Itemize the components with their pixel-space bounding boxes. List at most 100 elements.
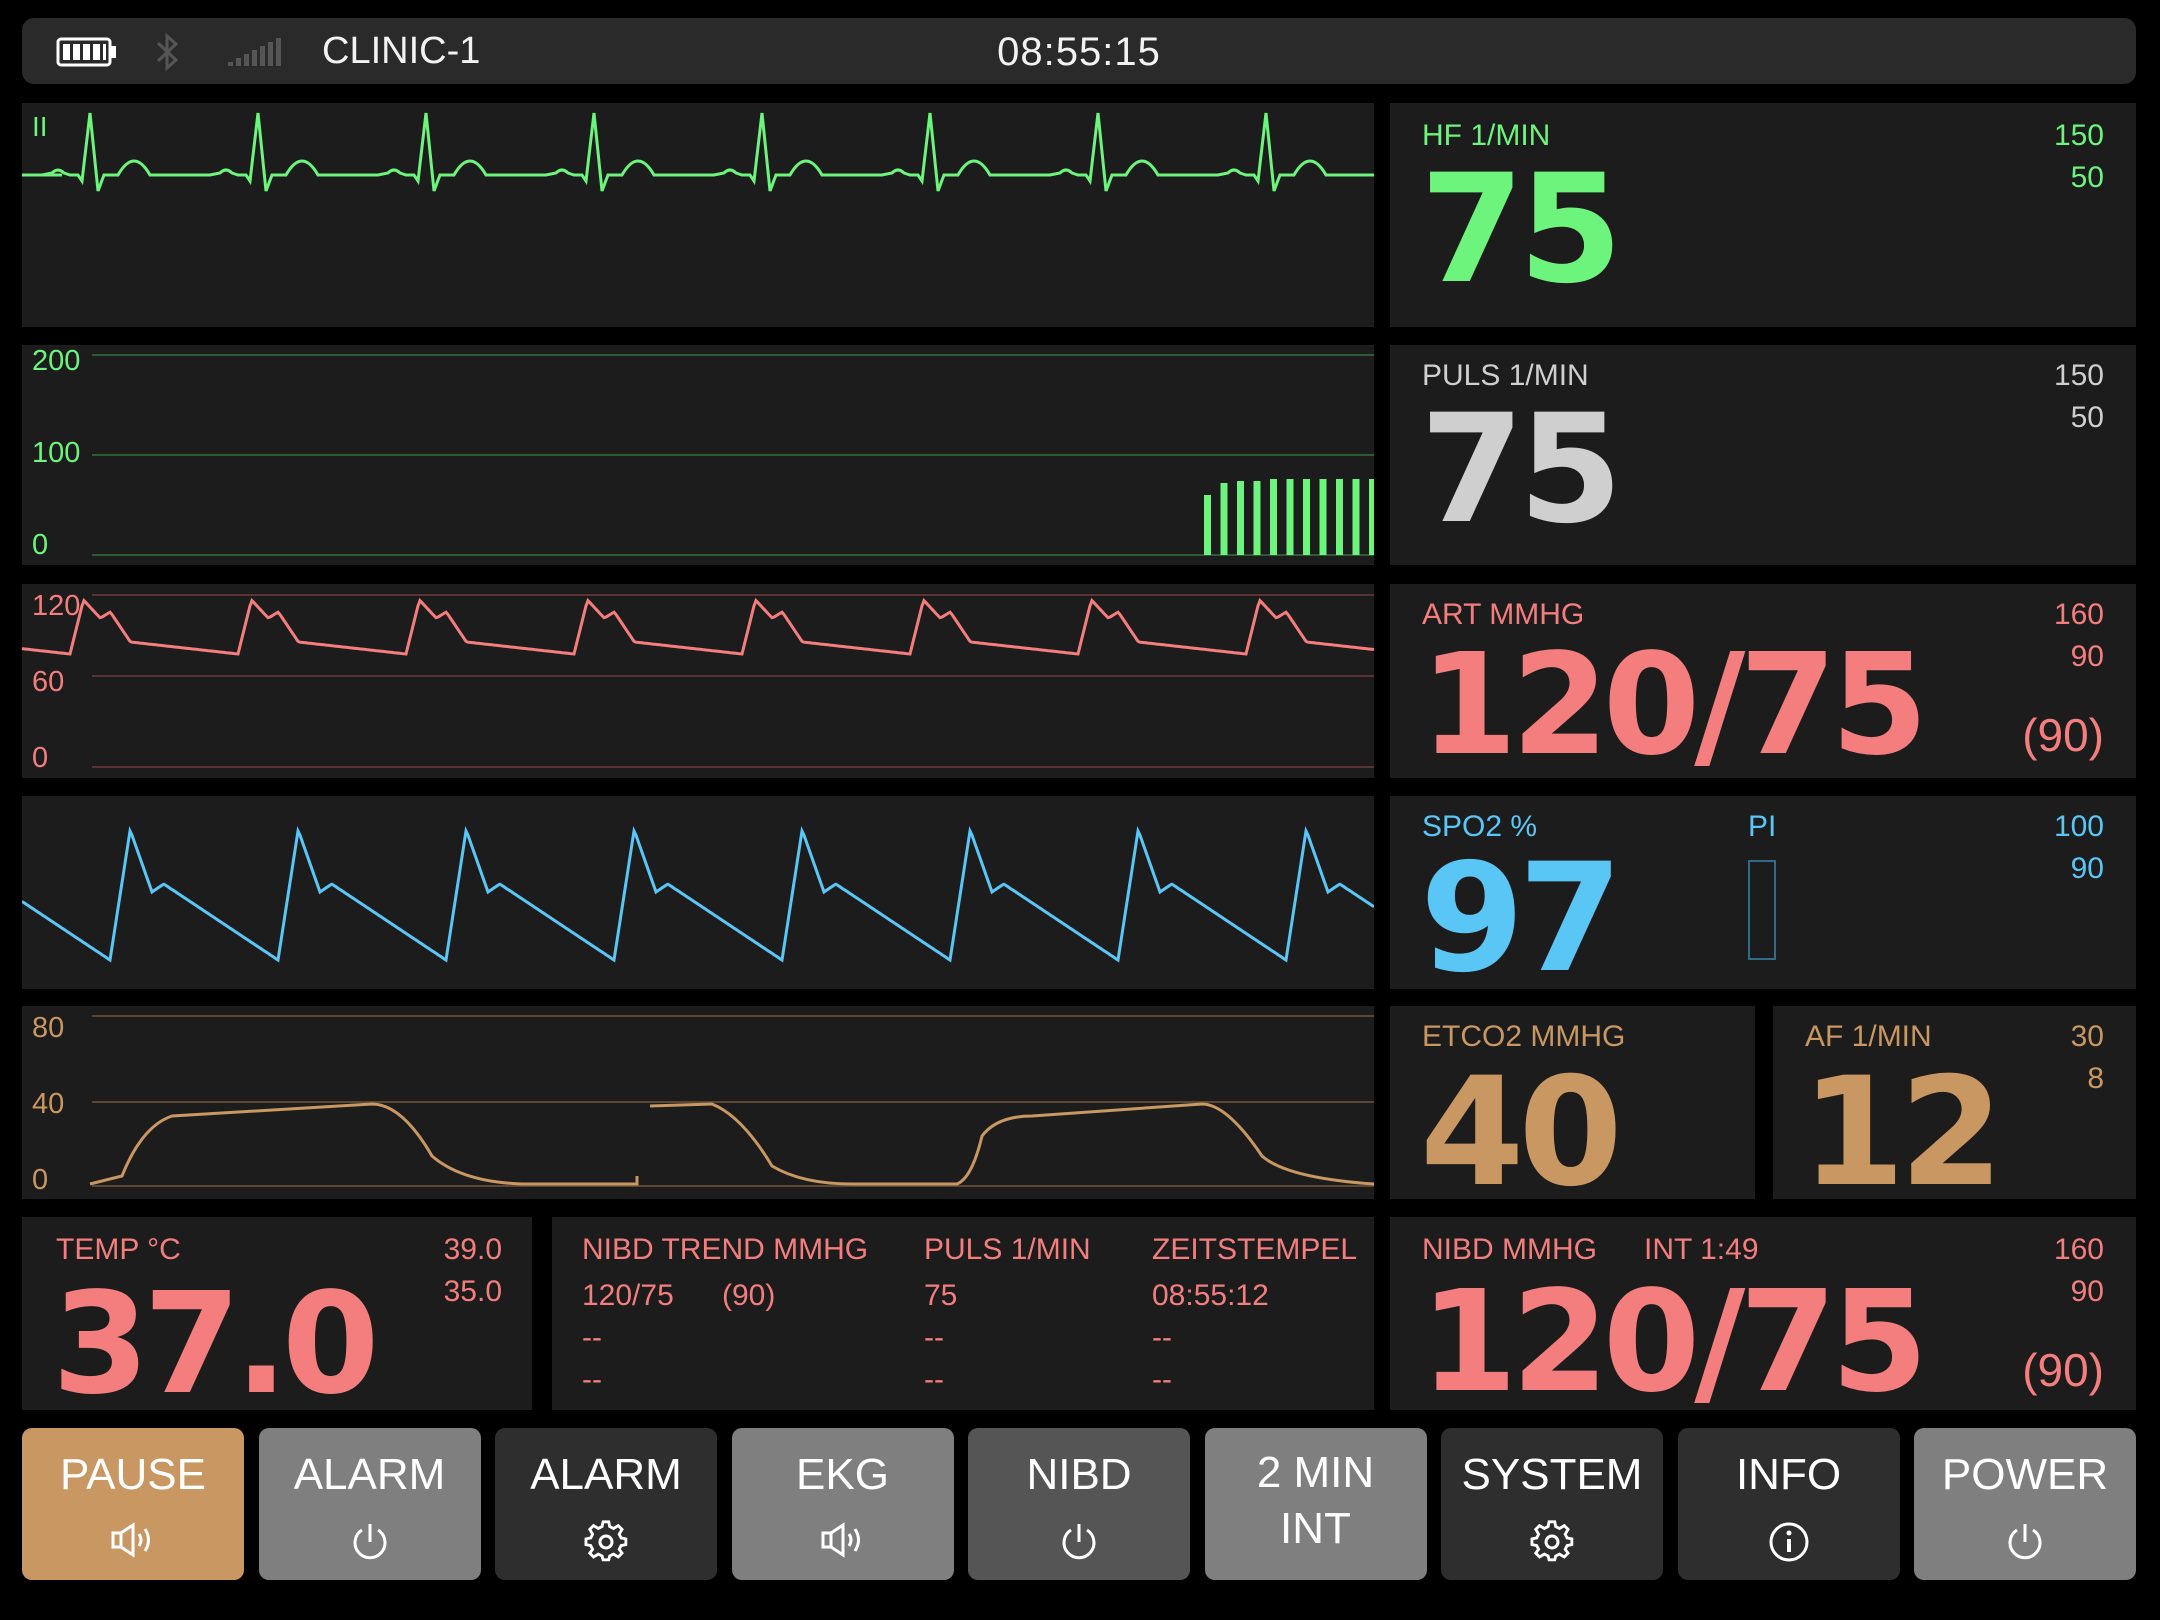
bluetooth-icon bbox=[156, 32, 179, 72]
speaker-icon bbox=[22, 1520, 244, 1564]
spo2-label: SPO2 % bbox=[1422, 810, 1538, 843]
trend-row-bp: 120/75 bbox=[582, 1279, 674, 1312]
pi-label: PI bbox=[1748, 810, 1777, 843]
nibd-trend-puls-header: PULS 1/MIN bbox=[924, 1233, 1091, 1266]
pleth-bar bbox=[1220, 483, 1228, 555]
art-value: 120/75 bbox=[1420, 624, 1928, 787]
nibd-trend-time-header: ZEITSTEMPEL bbox=[1152, 1233, 1358, 1266]
power-icon bbox=[968, 1520, 1190, 1564]
hf-parameter-panel[interactable]: HF 1/MIN 150 50 75 bbox=[1390, 103, 2136, 327]
pleth-bar bbox=[1369, 479, 1374, 555]
trend-row-time: -- bbox=[1152, 1363, 1172, 1396]
af-parameter-panel[interactable]: AF 1/MIN 30 8 12 bbox=[1773, 1006, 2136, 1208]
power-icon bbox=[1914, 1520, 2136, 1564]
art-mean: (90) bbox=[2022, 709, 2104, 761]
af-limit-high: 30 bbox=[2070, 1020, 2104, 1053]
puls-value: 75 bbox=[1420, 383, 1623, 557]
puls-label: PULS 1/MIN bbox=[1422, 359, 1589, 392]
spo2-limit-high: 100 bbox=[2053, 810, 2104, 843]
info-info-button[interactable]: INFO bbox=[1677, 1428, 1900, 1580]
scale-label: 0 bbox=[32, 742, 49, 774]
nibd-trend-panel[interactable]: NIBD TREND MMHG PULS 1/MIN ZEITSTEMPEL 1… bbox=[552, 1217, 1374, 1410]
pleth-bar-graph bbox=[92, 354, 1374, 556]
temp-limit-low: 35.0 bbox=[443, 1275, 502, 1308]
button-label: ALARM bbox=[530, 1450, 682, 1499]
alarm-gear-button[interactable]: ALARM bbox=[495, 1428, 717, 1580]
nibd-parameter-panel[interactable]: NIBD MMHG INT 1:49 160 90 120/75 (90) bbox=[1390, 1217, 2136, 1413]
art-parameter-panel[interactable]: ART MMHG 160 90 120/75 (90) bbox=[1390, 584, 2136, 778]
nibd-label: NIBD MMHG bbox=[1422, 1233, 1597, 1266]
scale-label: 0 bbox=[32, 529, 49, 561]
scale-label: 0 bbox=[32, 1164, 49, 1196]
system-gear-button[interactable]: SYSTEM bbox=[1441, 1428, 1663, 1580]
pleth-bar bbox=[1204, 495, 1211, 555]
pleth-bar bbox=[1336, 479, 1343, 555]
spo2-parameter-panel[interactable]: SPO2 % PI 100 90 97 bbox=[1390, 796, 2136, 994]
scale-label: 80 bbox=[32, 1012, 65, 1044]
nibd-limit-low: 90 bbox=[2070, 1275, 2104, 1308]
pleth-bar bbox=[1253, 481, 1261, 555]
button-label: POWER bbox=[1941, 1450, 2109, 1499]
temp-limit-high: 39.0 bbox=[443, 1233, 502, 1266]
speaker-icon bbox=[732, 1520, 954, 1564]
device-name: CLINIC-1 bbox=[322, 30, 481, 72]
button-label: EKG bbox=[796, 1450, 889, 1499]
scale-label: 60 bbox=[32, 666, 65, 698]
button-label: 2 MIN bbox=[1256, 1448, 1375, 1497]
button-label: INT bbox=[1280, 1504, 1351, 1553]
gear-icon bbox=[495, 1520, 717, 1564]
scale-label: 100 bbox=[32, 437, 81, 469]
trend-row-mean: (90) bbox=[722, 1279, 776, 1312]
hf-limit-low: 50 bbox=[2070, 161, 2104, 194]
button-label: PAUSE bbox=[60, 1450, 206, 1499]
etco2-parameter-panel[interactable]: ETCO2 MMHG 40 bbox=[1390, 1006, 1755, 1208]
battery-icon bbox=[56, 37, 116, 67]
button-label: ALARM bbox=[293, 1450, 446, 1499]
art-waveform-panel: 120 60 0 bbox=[22, 584, 1374, 778]
trend-row-bp: -- bbox=[582, 1363, 602, 1396]
trend-row-bp: -- bbox=[582, 1321, 602, 1354]
nibd-power-button[interactable]: NIBD bbox=[968, 1428, 1190, 1580]
pleth-bar-panel: 200 100 0 bbox=[22, 345, 1374, 565]
signal-strength-icon bbox=[228, 38, 281, 66]
scale-label: 40 bbox=[32, 1088, 65, 1120]
2-min-int-button[interactable]: 2 MIN INT bbox=[1204, 1428, 1427, 1580]
pause-speaker-button[interactable]: PAUSE bbox=[22, 1428, 244, 1580]
puls-limit-low: 50 bbox=[2070, 401, 2104, 434]
pleth-bar bbox=[1303, 479, 1310, 555]
ecg-waveform-panel: II bbox=[22, 103, 1374, 327]
info-icon bbox=[1678, 1520, 1900, 1564]
pleth-bar bbox=[1352, 479, 1360, 555]
spo2-waveform bbox=[22, 825, 1374, 963]
scale-label: 120 bbox=[32, 590, 81, 622]
scale-label: 200 bbox=[32, 345, 81, 377]
trend-row-puls: 75 bbox=[924, 1279, 958, 1312]
puls-parameter-panel[interactable]: PULS 1/MIN 150 50 75 bbox=[1390, 345, 2136, 565]
spo2-value: 97 bbox=[1420, 832, 1623, 1006]
art-waveform bbox=[22, 594, 1374, 768]
trend-row-time: -- bbox=[1152, 1321, 1172, 1354]
trend-row-puls: -- bbox=[924, 1321, 944, 1354]
co2-waveform bbox=[89, 1015, 1374, 1187]
puls-limit-high: 150 bbox=[2053, 359, 2104, 392]
ecg-waveform bbox=[22, 112, 1374, 192]
art-label: ART MMHG bbox=[1422, 598, 1585, 631]
art-limit-high: 160 bbox=[2053, 598, 2104, 631]
pleth-bar bbox=[1319, 479, 1327, 555]
pleth-bar bbox=[1286, 479, 1294, 555]
hf-value: 75 bbox=[1420, 143, 1623, 317]
nibd-trend-header: NIBD TREND MMHG bbox=[582, 1233, 869, 1266]
temp-parameter-panel[interactable]: TEMP °C 39.0 35.0 37.0 bbox=[22, 1217, 532, 1415]
ecg-lead-label: II bbox=[32, 111, 48, 142]
af-label: AF 1/MIN bbox=[1805, 1020, 1932, 1053]
etco2-value: 40 bbox=[1420, 1046, 1623, 1220]
alarm-power-button[interactable]: ALARM bbox=[258, 1428, 481, 1580]
button-label: NIBD bbox=[1026, 1450, 1132, 1499]
power-power-button[interactable]: POWER bbox=[1914, 1428, 2136, 1580]
nibd-limit-high: 160 bbox=[2053, 1233, 2104, 1266]
nibd-mean: (90) bbox=[2022, 1344, 2104, 1396]
ekg-speaker-button[interactable]: EKG bbox=[731, 1428, 954, 1580]
trend-row-time: 08:55:12 bbox=[1152, 1279, 1269, 1312]
spo2-limit-low: 90 bbox=[2070, 852, 2104, 885]
temp-label: TEMP °C bbox=[56, 1233, 181, 1266]
